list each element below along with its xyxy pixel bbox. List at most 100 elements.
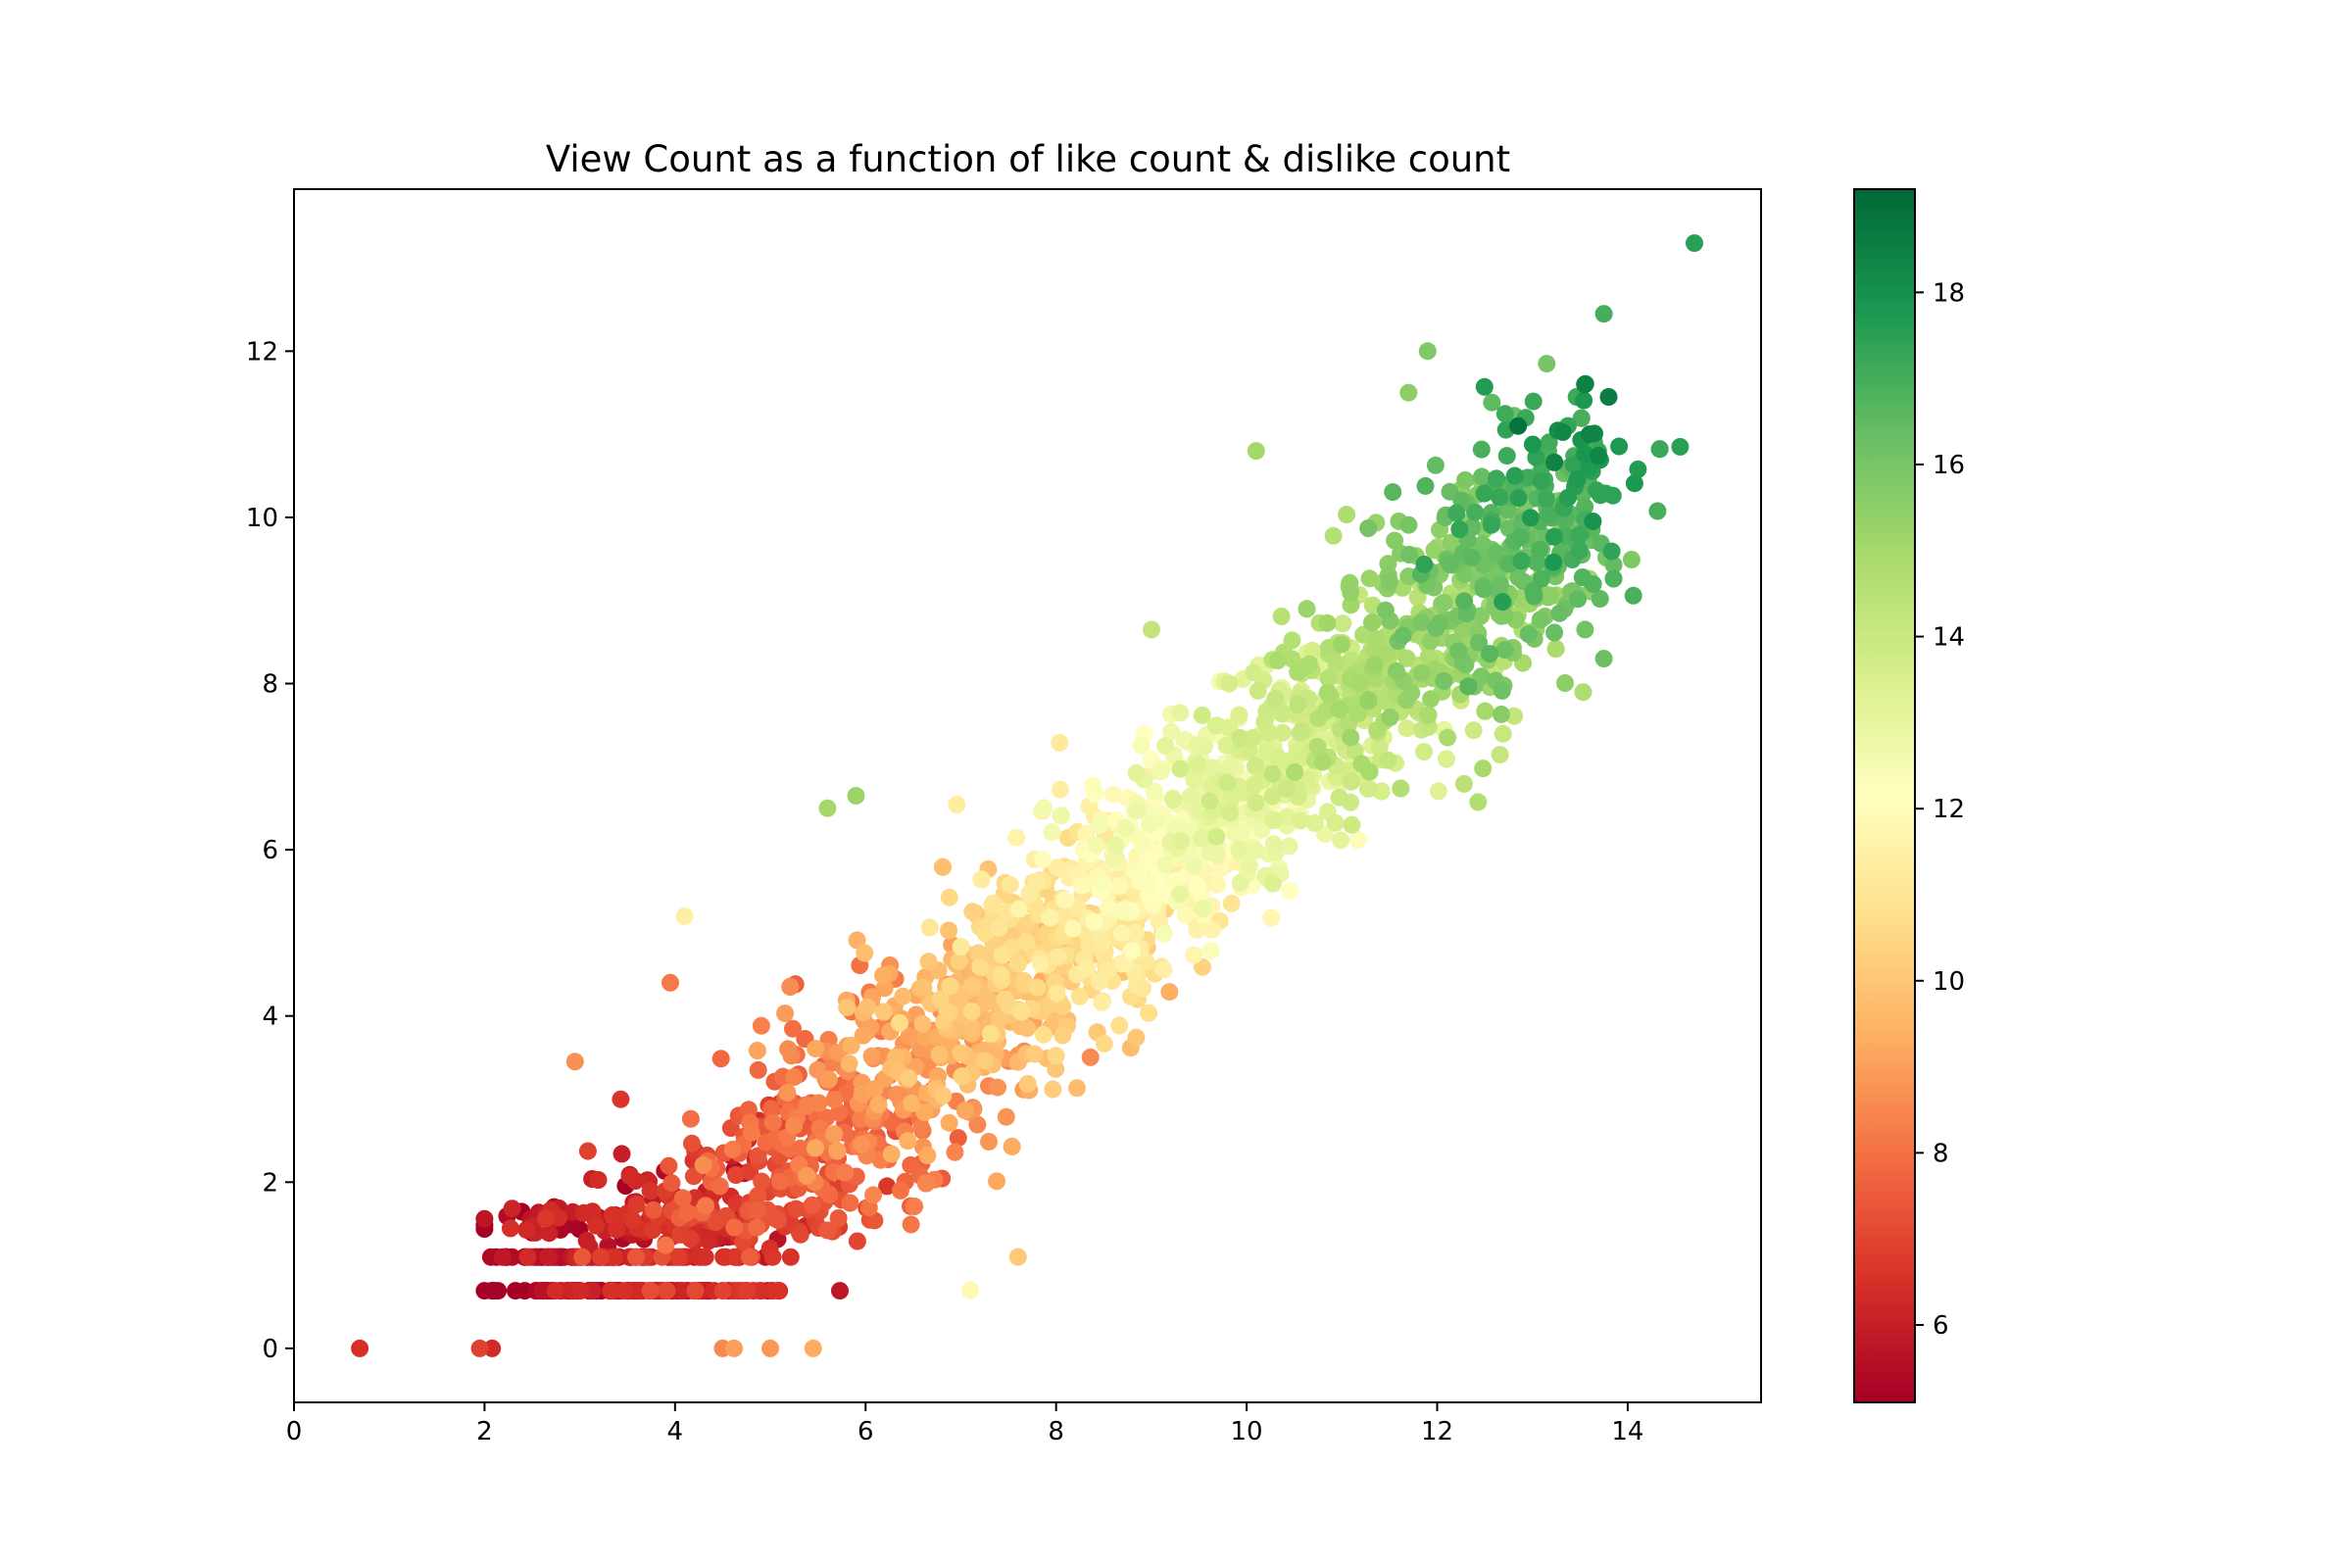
scatter-point — [1094, 874, 1111, 893]
scatter-point — [725, 1339, 744, 1357]
scatter-point — [549, 1208, 567, 1227]
scatter-point — [894, 987, 912, 1005]
scatter-point — [1249, 681, 1267, 700]
scatter-point — [644, 1200, 662, 1219]
scatter-point — [1576, 375, 1594, 394]
scatter-point — [1570, 541, 1589, 560]
scatter-point — [1650, 440, 1669, 459]
scatter-point — [1164, 791, 1183, 808]
scatter-point — [953, 1067, 971, 1086]
x-tick-label: 4 — [667, 1417, 684, 1446]
scatter-point — [1055, 891, 1074, 909]
scatter-point — [1537, 490, 1555, 508]
scatter-point — [1569, 590, 1588, 609]
scatter-point — [764, 1113, 782, 1132]
y-tick-label: 0 — [262, 1335, 278, 1364]
scatter-point — [1459, 677, 1478, 696]
scatter-point — [1470, 633, 1488, 652]
scatter-point — [1397, 719, 1416, 738]
scatter-point — [1231, 873, 1250, 892]
scatter-point — [1268, 652, 1287, 669]
scatter-point — [912, 1118, 931, 1137]
scatter-point — [1521, 509, 1540, 527]
scatter-point — [1181, 787, 1200, 806]
scatter-point — [1330, 788, 1348, 807]
scatter-point — [1599, 388, 1618, 406]
scatter-point — [1584, 513, 1602, 530]
scatter-point — [1610, 437, 1629, 456]
scatter-point — [1512, 552, 1531, 570]
scatter-point — [1185, 858, 1203, 876]
scatter-point — [781, 977, 800, 996]
x-tick-label: 0 — [286, 1417, 303, 1446]
scatter-point — [675, 907, 694, 925]
scatter-point — [1509, 416, 1528, 435]
scatter-point — [1054, 1026, 1072, 1045]
scatter-point — [1020, 885, 1039, 903]
scatter-point — [1544, 527, 1563, 546]
scatter-point — [713, 1282, 732, 1300]
scatter-point — [662, 973, 679, 992]
scatter-point — [969, 944, 988, 962]
scatter-point — [992, 965, 1010, 984]
scatter-point — [1384, 483, 1402, 502]
scatter-point — [818, 1221, 837, 1240]
scatter-point — [997, 1107, 1015, 1126]
scatter-point — [825, 1125, 844, 1144]
scatter-point — [906, 1198, 924, 1215]
scatter-point — [749, 1187, 767, 1205]
x-tick-label: 6 — [858, 1417, 874, 1446]
scatter-point — [1392, 779, 1410, 798]
scatter-point — [963, 903, 982, 921]
scatter-point — [1044, 1080, 1062, 1099]
scatter-point — [1176, 906, 1195, 924]
scatter-point — [1381, 709, 1399, 727]
scatter-point — [842, 1036, 860, 1054]
scatter-point — [1518, 468, 1537, 487]
scatter-point — [807, 1139, 824, 1157]
scatter-point — [1493, 681, 1511, 700]
scatter-point — [1034, 850, 1053, 868]
scatter-point — [940, 1113, 958, 1132]
scatter-point — [1308, 737, 1327, 756]
scatter-point — [1524, 392, 1543, 411]
scatter-point — [1532, 471, 1550, 490]
scatter-point — [662, 1174, 681, 1193]
scatter-point — [949, 1129, 967, 1148]
scatter-point — [1189, 756, 1207, 774]
scatter-point — [968, 1115, 987, 1134]
scatter-point — [829, 1209, 848, 1227]
scatter-point — [1081, 1048, 1100, 1066]
scatter-point — [791, 1225, 809, 1244]
scatter-point — [1545, 623, 1564, 642]
scatter-point — [1491, 746, 1509, 764]
scatter-point — [1085, 912, 1103, 931]
scatter-point — [818, 799, 837, 817]
scatter-point — [1466, 503, 1485, 521]
scatter-point — [769, 1282, 788, 1300]
colorbar-tick-label: 6 — [1933, 1311, 1949, 1341]
scatter-point — [1289, 695, 1307, 713]
scatter-point — [919, 953, 938, 971]
scatter-point — [1362, 613, 1381, 632]
scatter-point — [657, 1236, 675, 1254]
scatter-point — [1358, 779, 1377, 798]
scatter-point — [1604, 569, 1623, 588]
scatter-point — [546, 1282, 564, 1300]
scatter-point — [1487, 543, 1504, 562]
scatter-point — [1475, 377, 1494, 396]
scatter-point — [1524, 435, 1542, 454]
scatter-point — [1207, 827, 1226, 846]
scatter-point — [1008, 1248, 1027, 1266]
scatter-point — [1185, 771, 1203, 790]
scatter-point — [1426, 456, 1445, 474]
scatter-point — [920, 918, 939, 937]
scatter-point — [1602, 542, 1621, 561]
scatter-point — [518, 1248, 537, 1266]
y-tick-label: 8 — [262, 670, 278, 700]
scatter-point — [1220, 674, 1239, 693]
scatter-point — [952, 1044, 970, 1062]
scatter-point — [1202, 920, 1221, 939]
scatter-point — [1126, 861, 1145, 880]
scatter-point — [1028, 978, 1047, 997]
